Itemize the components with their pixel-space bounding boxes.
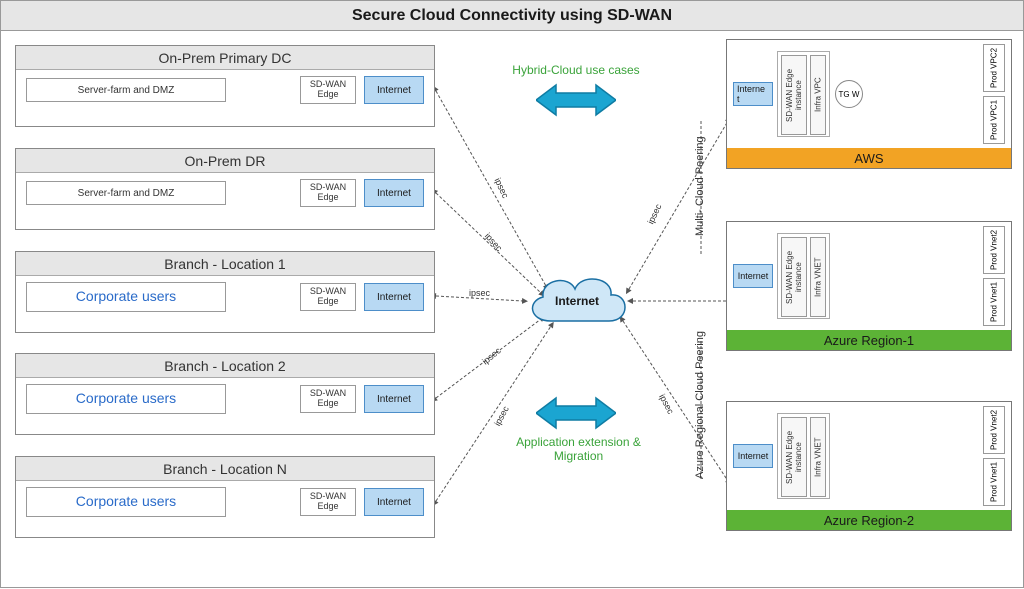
ipsec-label: ipsec <box>480 345 503 366</box>
ipsec-label: ipsec <box>657 392 676 415</box>
cloud-content: Internet SD-WAN Edge instance Infra VNET… <box>733 408 1005 504</box>
internet-box: Internet <box>733 264 773 288</box>
prod-vnet-box: Prod Vnet2 <box>983 406 1005 454</box>
vnet-stack: Prod Vnet2 Prod Vnet1 <box>983 406 1005 506</box>
azure-footer: Azure Region-2 <box>727 510 1011 530</box>
corporate-users-box: Corporate users <box>26 487 226 517</box>
infra-vnet-box: Infra VNET <box>810 417 826 497</box>
vpc-stack: Prod VPC2 Prod VPC1 <box>983 44 1005 144</box>
ipsec-label: ipsec <box>492 404 511 427</box>
onprem-body: Server-farm and DMZ SD-WAN Edge Internet <box>16 70 434 110</box>
onprem-header: On-Prem Primary DC <box>16 46 434 70</box>
tgw-circle: TG W <box>835 80 863 108</box>
bidirectional-arrow-icon <box>536 83 616 117</box>
branch-1: Branch - Location 1 Corporate users SD-W… <box>15 251 435 333</box>
aws-footer: AWS <box>727 148 1011 168</box>
app-extension-label: Application extension & Migration <box>501 435 656 463</box>
infra-vpc-box: Infra VPC <box>810 55 826 135</box>
azure-regional-peering-label: Azure Regional Cloud Peering <box>694 331 706 479</box>
internet-box: Internet <box>733 444 773 468</box>
prod-vpc-box: Prod VPC2 <box>983 44 1005 92</box>
sdwan-edge-box: SD-WAN Edge <box>300 76 356 104</box>
internet-cloud: Internet <box>521 267 633 335</box>
cloud-content: Internet SD-WAN Edge instance Infra VNET… <box>733 228 1005 324</box>
multi-cloud-peering-label: Multi- Cloud Peering <box>694 136 706 236</box>
azure-region1-box: Internet SD-WAN Edge instance Infra VNET… <box>726 221 1012 351</box>
sdwan-instance-box: SD-WAN Edge instance <box>781 417 807 497</box>
diagram-canvas: Secure Cloud Connectivity using SD-WAN <box>0 0 1024 588</box>
aws-cloud-box: Interne t SD-WAN Edge instance Infra VPC… <box>726 39 1012 169</box>
infra-vnet-box: Infra VNET <box>810 237 826 317</box>
internet-box: Internet <box>364 385 424 413</box>
prod-vnet-box: Prod Vnet2 <box>983 226 1005 274</box>
ipsec-label: ipsec <box>469 288 490 298</box>
server-farm-box: Server-farm and DMZ <box>26 181 226 205</box>
onprem-body: Corporate users SD-WAN Edge Internet <box>16 481 434 523</box>
server-farm-box: Server-farm and DMZ <box>26 78 226 102</box>
internet-box: Internet <box>364 283 424 311</box>
cloud-content: Interne t SD-WAN Edge instance Infra VPC… <box>733 46 1005 142</box>
prod-vpc-box: Prod VPC1 <box>983 96 1005 144</box>
onprem-primary-dc: On-Prem Primary DC Server-farm and DMZ S… <box>15 45 435 127</box>
azure-footer: Azure Region-1 <box>727 330 1011 350</box>
onprem-body: Corporate users SD-WAN Edge Internet <box>16 276 434 318</box>
internet-cloud-label: Internet <box>555 294 599 308</box>
prod-vnet-box: Prod Vnet1 <box>983 278 1005 326</box>
internet-box: Internet <box>364 179 424 207</box>
onprem-header: Branch - Location 2 <box>16 354 434 378</box>
onprem-body: Server-farm and DMZ SD-WAN Edge Internet <box>16 173 434 213</box>
onprem-header: Branch - Location 1 <box>16 252 434 276</box>
hybrid-cloud-label: Hybrid-Cloud use cases <box>491 63 661 77</box>
internet-box: Internet <box>364 488 424 516</box>
corporate-users-box: Corporate users <box>26 282 226 312</box>
ipsec-label: ipsec <box>646 202 664 225</box>
ipsec-label: ipsec <box>483 231 504 253</box>
vnet-stack: Prod Vnet2 Prod Vnet1 <box>983 226 1005 326</box>
ipsec-label: ipsec <box>493 176 511 199</box>
branch-2: Branch - Location 2 Corporate users SD-W… <box>15 353 435 435</box>
bidirectional-arrow-icon <box>536 396 616 430</box>
sdwan-edge-box: SD-WAN Edge <box>300 283 356 311</box>
prod-vnet-box: Prod Vnet1 <box>983 458 1005 506</box>
branch-n: Branch - Location N Corporate users SD-W… <box>15 456 435 538</box>
onprem-body: Corporate users SD-WAN Edge Internet <box>16 378 434 420</box>
sdwan-edge-box: SD-WAN Edge <box>300 179 356 207</box>
corporate-users-box: Corporate users <box>26 384 226 414</box>
onprem-header: Branch - Location N <box>16 457 434 481</box>
title-bar: Secure Cloud Connectivity using SD-WAN <box>1 1 1023 31</box>
sdwan-instance-box: SD-WAN Edge instance <box>781 237 807 317</box>
internet-box: Interne t <box>733 82 773 106</box>
onprem-dr: On-Prem DR Server-farm and DMZ SD-WAN Ed… <box>15 148 435 230</box>
sdwan-edge-box: SD-WAN Edge <box>300 488 356 516</box>
internet-box: Internet <box>364 76 424 104</box>
diagram-title: Secure Cloud Connectivity using SD-WAN <box>352 7 672 25</box>
azure-region2-box: Internet SD-WAN Edge instance Infra VNET… <box>726 401 1012 531</box>
sdwan-edge-box: SD-WAN Edge <box>300 385 356 413</box>
sdwan-instance-box: SD-WAN Edge instance <box>781 55 807 135</box>
onprem-header: On-Prem DR <box>16 149 434 173</box>
